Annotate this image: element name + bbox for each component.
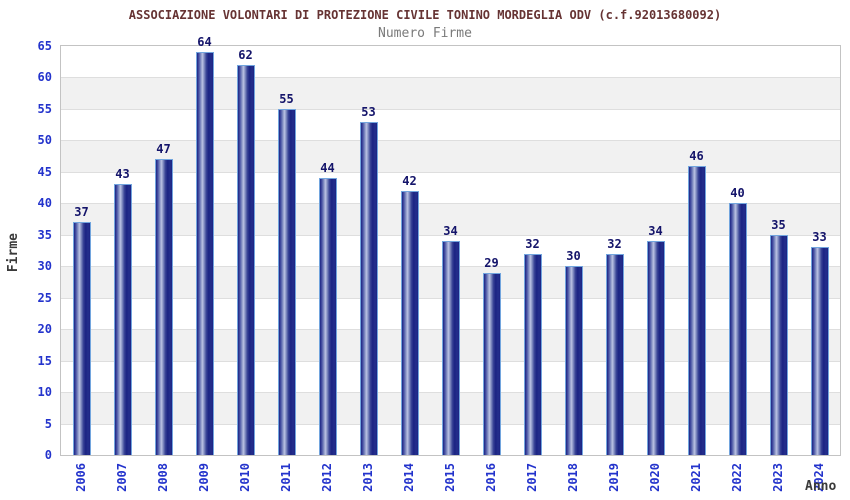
bar-value-label: 44 (320, 161, 335, 176)
gridline (61, 234, 840, 236)
bar-value-label: 46 (689, 148, 704, 163)
bar-value-label: 62 (238, 47, 253, 62)
y-tick-label: 25 (37, 290, 52, 305)
x-tick-label: 2010 (237, 463, 252, 492)
bar-2015 (441, 241, 460, 455)
bar-value-label: 34 (648, 224, 663, 239)
x-tick-label: 2019 (606, 463, 621, 492)
bar-2017 (523, 253, 542, 455)
bar-2013 (359, 121, 378, 455)
x-tick-label: 2022 (729, 463, 744, 492)
bar-value-label: 55 (279, 91, 294, 106)
x-tick-label: 2012 (319, 463, 334, 492)
bar-2010 (236, 64, 255, 455)
bar-value-label: 34 (443, 224, 458, 239)
x-tick-label: 2021 (688, 463, 703, 492)
bar-2024 (810, 247, 829, 455)
x-tick-label: 2020 (647, 463, 662, 492)
y-axis-ticks: 0 5 10 15 20 25 30 35 40 45 50 55 60 65 (0, 39, 52, 462)
bar-2008 (154, 159, 173, 455)
x-tick-label: 2023 (770, 463, 785, 492)
grid-band (61, 46, 840, 78)
grid-band (61, 171, 840, 204)
bar-value-label: 35 (771, 217, 786, 232)
x-tick-label: 2015 (442, 463, 457, 492)
x-tick-label: 2007 (114, 463, 129, 492)
x-tick-label: 2008 (155, 463, 170, 492)
y-tick-label: 0 (44, 448, 52, 462)
y-tick-label: 5 (44, 416, 52, 431)
bar-value-label: 32 (525, 236, 540, 251)
x-axis-title: Anno (805, 479, 837, 494)
bar-value-label: 64 (197, 35, 212, 50)
y-tick-label: 45 (37, 164, 52, 179)
bar-2022 (728, 203, 747, 455)
bar-2014 (400, 190, 419, 455)
bar-value-label: 42 (402, 173, 417, 188)
chart-title: ASSOCIAZIONE VOLONTARI DI PROTEZIONE CIV… (128, 8, 722, 22)
bar-value-label: 53 (361, 104, 376, 119)
plot-area: 37 43 47 64 62 55 44 53 42 34 29 32 30 32 34 46 40 35 33 (60, 35, 841, 456)
gridline (61, 203, 840, 205)
bar-value-label: 30 (566, 249, 581, 264)
y-tick-label: 30 (37, 259, 52, 274)
x-tick-label: 2006 (73, 463, 88, 492)
grid-band (61, 203, 840, 235)
x-tick-label: 2018 (565, 463, 580, 492)
bar-2012 (318, 178, 337, 455)
bar-value-label: 37 (74, 205, 89, 220)
grid-band (61, 77, 840, 109)
bar-value-label: 43 (115, 167, 130, 182)
bar-2020 (646, 241, 665, 455)
bar-value-label: 40 (730, 186, 745, 201)
bar-2023 (769, 234, 788, 455)
y-tick-label: 60 (37, 70, 52, 85)
y-tick-label: 65 (37, 39, 52, 53)
x-tick-label: 2017 (524, 463, 539, 492)
bar-2016 (482, 272, 501, 455)
y-tick-label: 55 (37, 101, 52, 116)
gridline (61, 171, 840, 173)
bar-2018 (564, 266, 583, 455)
y-tick-label: 20 (37, 322, 52, 337)
x-tick-label: 2011 (278, 463, 293, 492)
bar-2009 (195, 52, 214, 455)
chart-subtitle: Numero Firme (378, 26, 472, 41)
grid-band (61, 108, 840, 141)
gridline (61, 77, 840, 79)
bar-value-label: 33 (812, 230, 827, 245)
gridline (61, 140, 840, 142)
y-tick-label: 50 (37, 133, 52, 148)
gridline (61, 108, 840, 110)
bar-value-label: 32 (607, 236, 622, 251)
y-tick-label: 15 (37, 353, 52, 368)
y-tick-label: 35 (37, 227, 52, 242)
bar-2011 (277, 108, 296, 455)
bar-2019 (605, 253, 624, 455)
bar-2006 (72, 222, 91, 455)
grid-band (61, 140, 840, 172)
x-axis-labels: 2006 2007 2008 2009 2010 2011 2012 2013 2014 2015… (60, 461, 841, 499)
bar-value-label: 29 (484, 255, 499, 270)
bar-2007 (113, 184, 132, 455)
x-tick-label: 2009 (196, 463, 211, 492)
y-tick-label: 40 (37, 196, 52, 211)
bar-2021 (687, 165, 706, 455)
bar-value-label: 47 (156, 142, 171, 157)
x-tick-label: 2016 (483, 463, 498, 492)
x-tick-label: 2013 (360, 463, 375, 492)
x-tick-label: 2014 (401, 463, 416, 492)
y-tick-label: 10 (37, 385, 52, 400)
